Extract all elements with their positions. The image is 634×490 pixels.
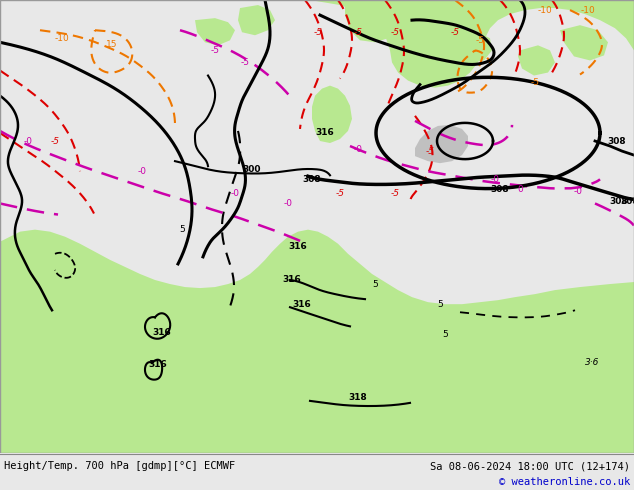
Text: 5: 5 bbox=[179, 225, 185, 234]
Text: 300: 300 bbox=[243, 165, 261, 174]
Text: 15: 15 bbox=[107, 40, 118, 49]
Text: 308: 308 bbox=[609, 197, 628, 206]
Text: -5: -5 bbox=[451, 28, 460, 37]
Text: -0: -0 bbox=[138, 167, 146, 176]
Text: -5: -5 bbox=[476, 36, 484, 45]
Text: -5: -5 bbox=[51, 137, 60, 146]
Text: -0: -0 bbox=[354, 145, 363, 153]
Polygon shape bbox=[518, 46, 555, 75]
Text: 316: 316 bbox=[316, 128, 334, 138]
Polygon shape bbox=[238, 5, 275, 35]
Text: -5: -5 bbox=[313, 28, 323, 37]
Text: 316: 316 bbox=[153, 328, 171, 337]
Polygon shape bbox=[560, 25, 608, 60]
Text: -0: -0 bbox=[574, 187, 583, 196]
Polygon shape bbox=[310, 0, 634, 88]
Text: 316: 316 bbox=[293, 300, 311, 309]
Text: 3·6: 3·6 bbox=[585, 358, 599, 367]
Text: -5: -5 bbox=[391, 28, 399, 37]
Polygon shape bbox=[195, 18, 235, 46]
Text: 5: 5 bbox=[442, 330, 448, 339]
Text: -0: -0 bbox=[283, 199, 292, 208]
Text: 316: 316 bbox=[283, 274, 301, 284]
Text: © weatheronline.co.uk: © weatheronline.co.uk bbox=[499, 477, 630, 487]
Text: -0: -0 bbox=[23, 137, 32, 146]
Text: 0: 0 bbox=[517, 185, 523, 194]
Polygon shape bbox=[415, 125, 468, 163]
Text: -5: -5 bbox=[425, 147, 434, 156]
Text: -5: -5 bbox=[531, 78, 540, 87]
Polygon shape bbox=[345, 0, 395, 42]
Text: -0: -0 bbox=[491, 175, 500, 184]
Text: -5: -5 bbox=[354, 28, 363, 37]
Text: -10: -10 bbox=[581, 5, 595, 15]
Text: -5: -5 bbox=[391, 189, 399, 198]
Text: 316: 316 bbox=[288, 242, 307, 251]
Text: 308: 308 bbox=[302, 175, 321, 184]
Text: -10: -10 bbox=[55, 34, 69, 43]
Text: Height/Temp. 700 hPa [gdmp][°C] ECMWF: Height/Temp. 700 hPa [gdmp][°C] ECMWF bbox=[4, 461, 235, 471]
Polygon shape bbox=[0, 230, 634, 453]
Polygon shape bbox=[456, 32, 492, 62]
Text: -5: -5 bbox=[210, 46, 219, 55]
Text: 308: 308 bbox=[620, 197, 634, 206]
Text: 308: 308 bbox=[607, 137, 626, 146]
Text: -10: -10 bbox=[538, 5, 552, 15]
Text: 5: 5 bbox=[437, 300, 443, 309]
Text: -5: -5 bbox=[240, 58, 250, 67]
Text: 318: 318 bbox=[349, 393, 367, 402]
Text: -5: -5 bbox=[335, 189, 344, 198]
Text: -0: -0 bbox=[231, 189, 240, 198]
Text: 308: 308 bbox=[491, 185, 509, 194]
Polygon shape bbox=[312, 86, 352, 143]
Text: Sa 08-06-2024 18:00 UTC (12+174): Sa 08-06-2024 18:00 UTC (12+174) bbox=[430, 461, 630, 471]
Text: 5: 5 bbox=[372, 279, 378, 289]
Text: 316: 316 bbox=[148, 360, 167, 369]
